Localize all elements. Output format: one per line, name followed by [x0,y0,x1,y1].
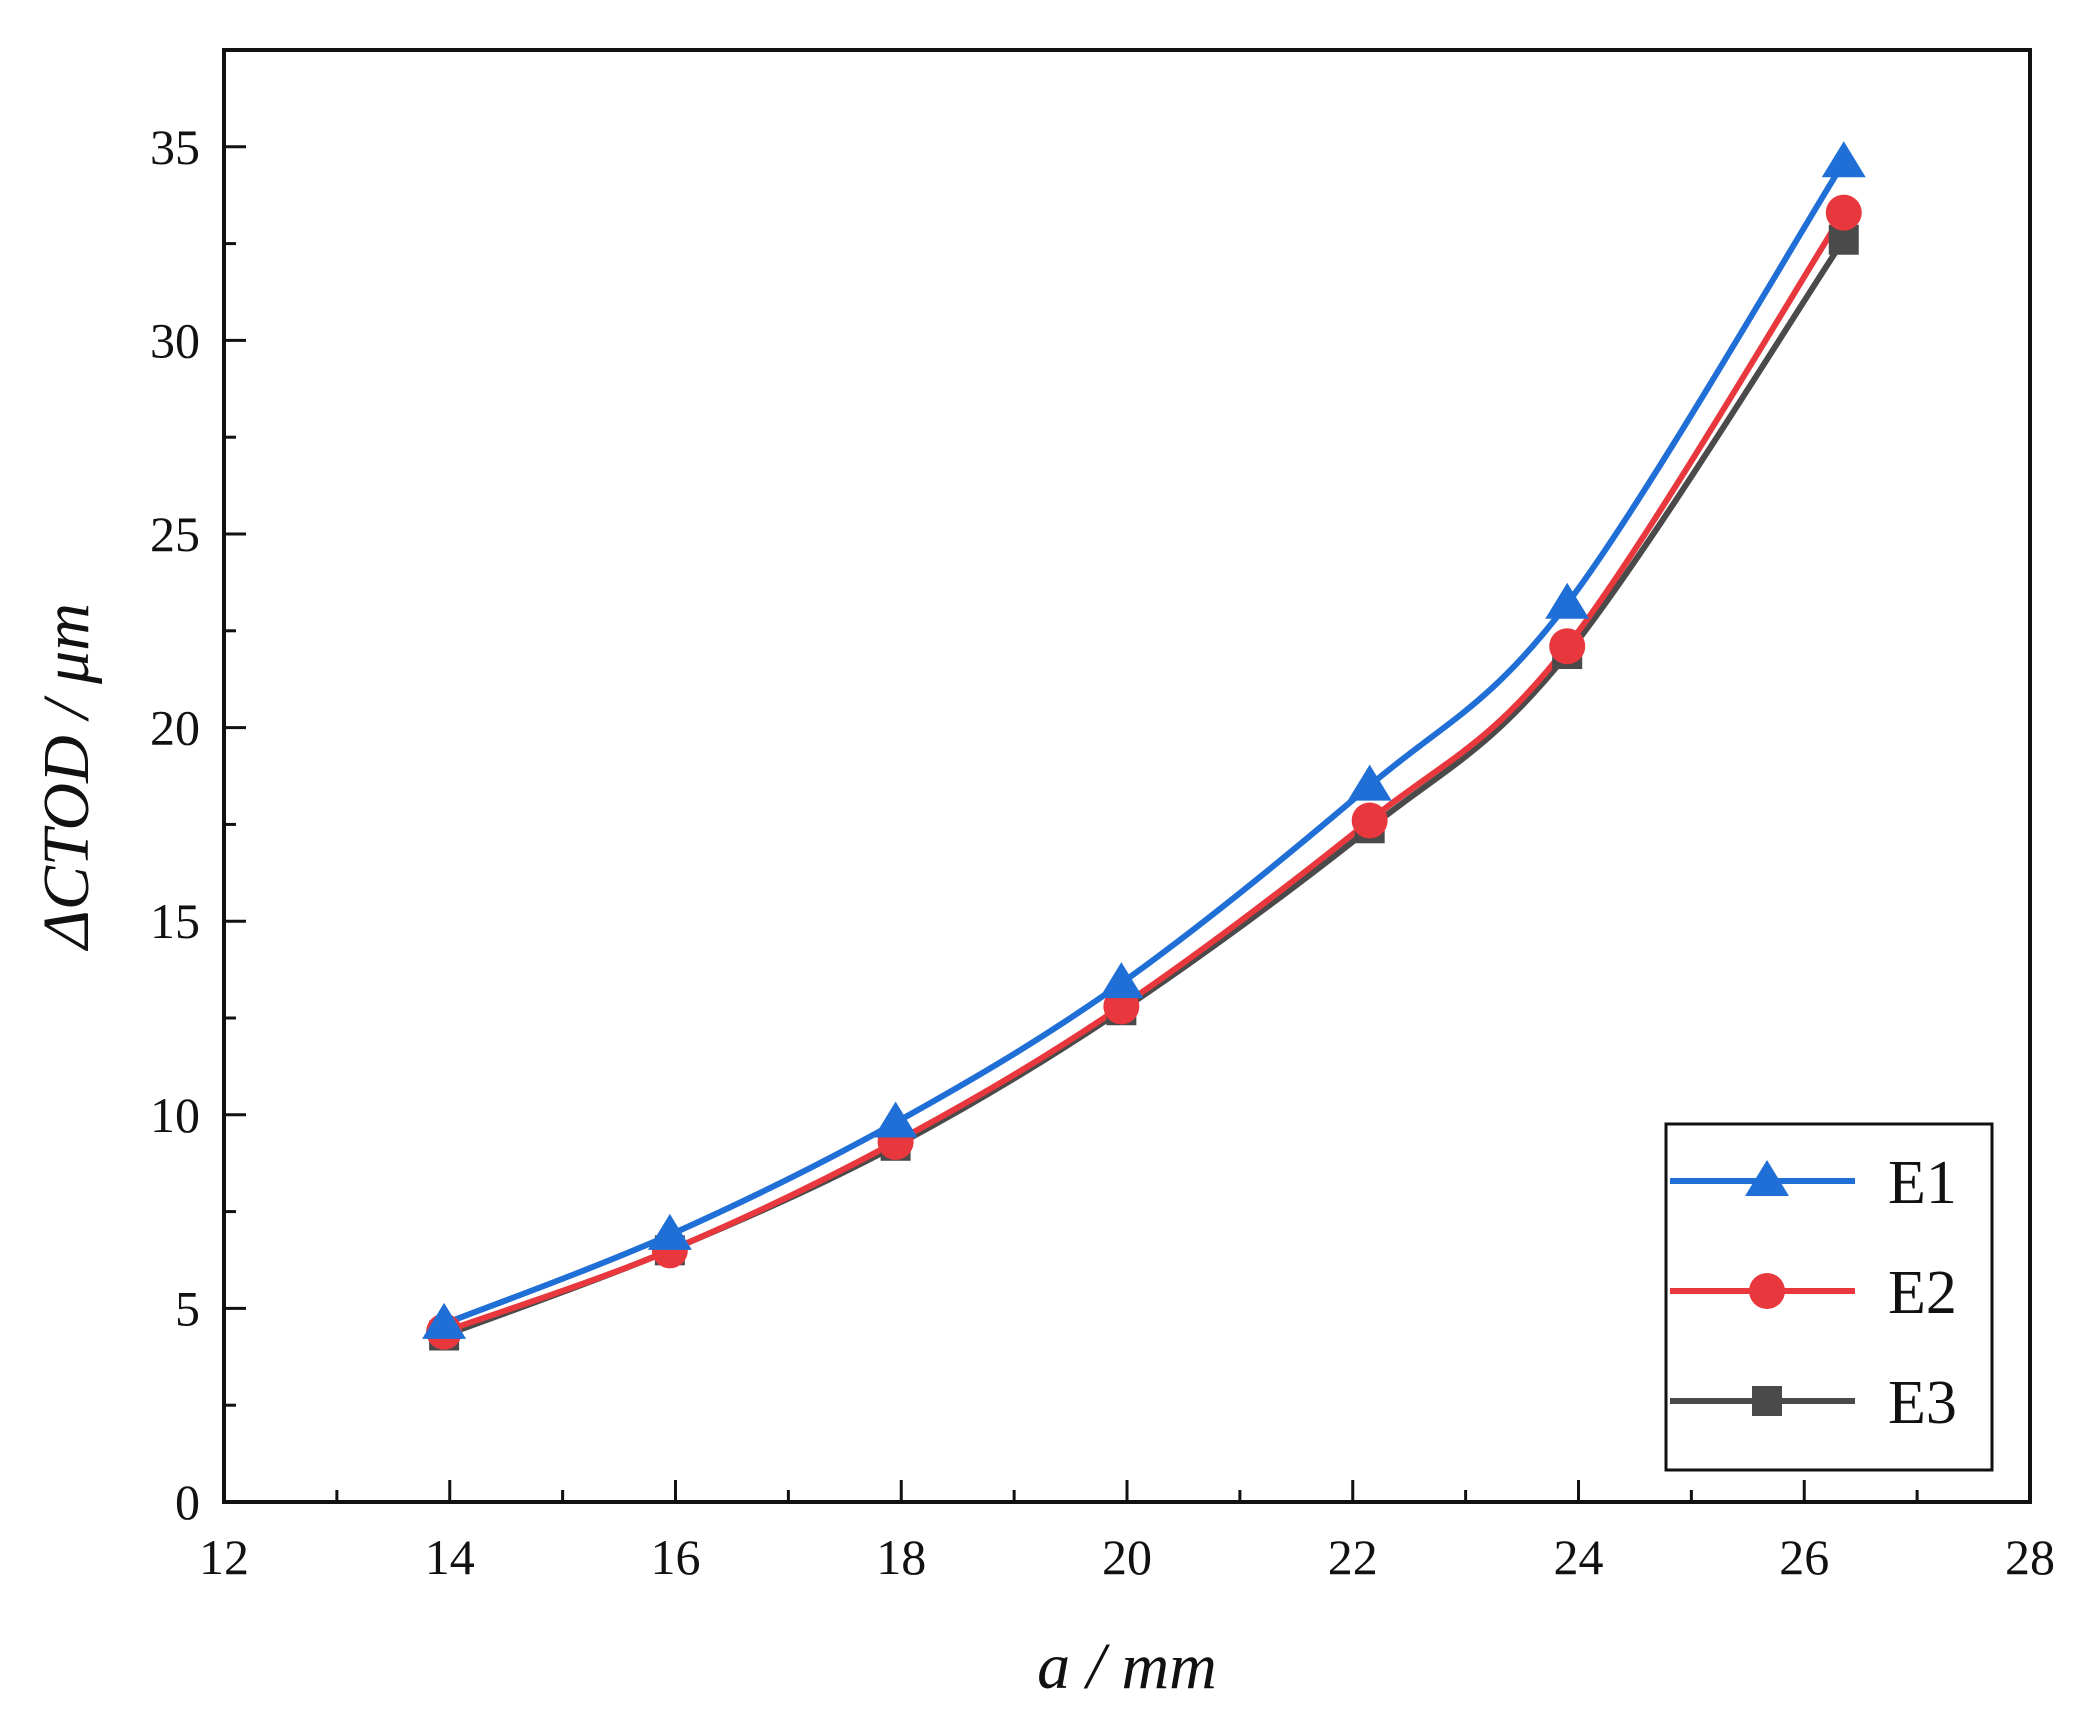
x-tick-label: 20 [1102,1529,1152,1585]
x-tick-label: 24 [1554,1529,1604,1585]
legend-label-E3: E3 [1888,1369,1957,1437]
data-point-E2 [1351,802,1388,839]
series-line-E2 [441,209,1847,1335]
y-tick-label: 15 [150,893,200,949]
x-axis-title: a / mm [1037,1630,1217,1703]
legend-label-E1: E1 [1888,1149,1957,1217]
series-line-E3 [441,236,1847,1339]
legend: E1 E2 E3 [1664,1122,1994,1472]
series-markers [422,141,1866,1351]
x-tick-label: 14 [425,1529,475,1585]
data-point-E1 [1347,764,1392,801]
legend-marker-E2 [1749,1273,1785,1309]
data-point-E1 [1099,962,1144,999]
data-point-E1 [1821,141,1866,178]
legend-label-E2: E2 [1888,1259,1957,1327]
series-line-E1 [441,159,1847,1327]
y-tick-label: 5 [175,1280,200,1336]
data-point-E2 [1825,194,1862,231]
x-tick-label: 16 [651,1529,701,1585]
y-tick-label: 30 [150,312,200,368]
x-tick-label: 22 [1328,1529,1378,1585]
data-point-E1 [422,1302,467,1339]
legend-marker-E3 [1752,1386,1782,1416]
axis-ticks: 12 14 16 18 20 22 24 26 28 0 5 10 15 20 25 30 35 [150,119,2055,1585]
series-lines [441,159,1847,1339]
x-tick-label: 26 [1779,1529,1829,1585]
y-tick-label: 25 [150,506,200,562]
data-point-E1 [873,1101,918,1138]
y-axis-title: ΔCTOD / μm [30,603,103,952]
x-tick-label: 18 [876,1529,926,1585]
x-tick-label: 28 [2005,1529,2055,1585]
legend-marker-E1 [1745,1160,1789,1196]
x-tick-label: 12 [199,1529,249,1585]
y-tick-label: 35 [150,119,200,175]
data-point-E1 [1545,582,1590,619]
y-tick-label: 20 [150,700,200,756]
data-point-E1 [647,1213,692,1250]
data-point-E2 [1549,628,1586,665]
y-tick-label: 10 [150,1087,200,1143]
y-tick-label: 0 [175,1474,200,1530]
